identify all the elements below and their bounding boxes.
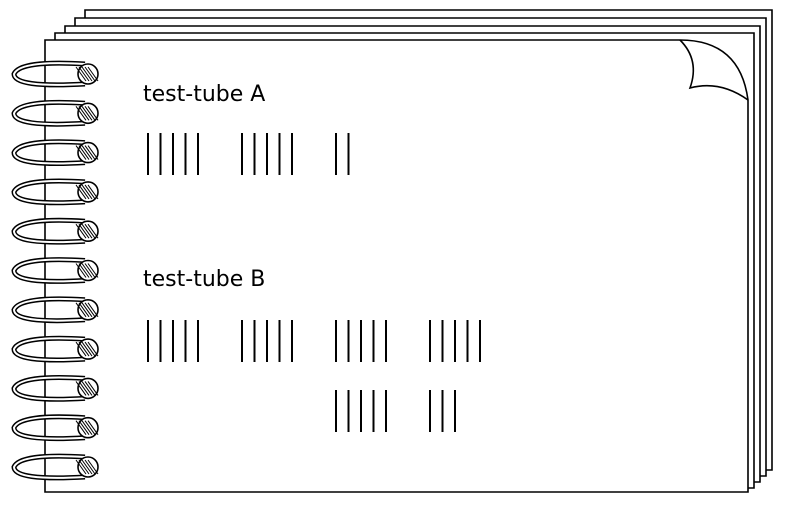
spiral-hatch bbox=[81, 302, 93, 318]
spiral-hatch bbox=[87, 341, 99, 357]
spiral-hatch bbox=[75, 420, 87, 435]
spiral-hatch bbox=[78, 381, 90, 396]
spiral-hatch bbox=[78, 420, 90, 435]
tally-group bbox=[241, 320, 293, 362]
tally-group bbox=[429, 390, 456, 432]
spiral-hatch bbox=[84, 145, 96, 160]
spiral-hatch bbox=[81, 106, 93, 121]
spiral-hatch bbox=[84, 420, 96, 435]
spiral-hatch bbox=[87, 302, 99, 318]
spiral-hatch bbox=[84, 66, 96, 82]
spiral-ring bbox=[12, 101, 86, 126]
tally-group bbox=[335, 133, 350, 175]
spiral-hatch bbox=[78, 66, 90, 82]
spiral-hatch bbox=[87, 263, 99, 278]
spiral-ring bbox=[12, 337, 86, 361]
spiral-hatch bbox=[84, 263, 96, 278]
spiral-binding bbox=[11, 60, 99, 481]
spiral-hatch bbox=[78, 341, 90, 357]
spiral-hatch bbox=[87, 184, 99, 200]
spiral-hatch bbox=[87, 223, 99, 239]
spiral-hatch bbox=[75, 459, 87, 475]
spiral-hatch bbox=[78, 263, 90, 278]
tally-group bbox=[429, 320, 481, 362]
page-curl bbox=[679, 39, 749, 101]
tally-group bbox=[241, 133, 293, 175]
spiral-ring bbox=[12, 258, 86, 283]
spiral-ring bbox=[12, 376, 86, 401]
tally-group bbox=[335, 390, 387, 432]
spiral-hatch bbox=[75, 341, 87, 357]
spiral-hatch bbox=[84, 106, 96, 121]
spiral-hatch bbox=[75, 184, 87, 200]
spiral-hatch bbox=[87, 381, 99, 396]
spiral-hatch bbox=[81, 381, 93, 396]
spiral-hatch bbox=[75, 66, 87, 82]
page-stack bbox=[44, 9, 773, 493]
tally-group bbox=[335, 320, 387, 362]
spiral-ring bbox=[12, 455, 86, 479]
spiral-hatch bbox=[75, 302, 87, 318]
spiral-ring bbox=[12, 219, 86, 244]
tally-group bbox=[147, 133, 199, 175]
spiral-hatch bbox=[84, 302, 96, 318]
spiral-hatch bbox=[84, 341, 96, 357]
spiral-hatch bbox=[75, 263, 87, 278]
spiral-hatch bbox=[81, 223, 93, 239]
spiral-hatch bbox=[81, 341, 93, 357]
front-page bbox=[44, 39, 749, 493]
spiral-hatch bbox=[81, 420, 93, 435]
spiral-hatch bbox=[78, 145, 90, 160]
tally-group bbox=[147, 320, 199, 362]
spiral-hatch bbox=[81, 459, 93, 475]
notes: test-tube A test-tube B bbox=[143, 82, 481, 432]
spiral-hatch bbox=[84, 381, 96, 396]
spiral-ring bbox=[12, 62, 86, 86]
spiral-hatch bbox=[87, 459, 99, 475]
spiral-hatch bbox=[75, 381, 87, 396]
entry-label: test-tube B bbox=[143, 267, 265, 292]
spiral-ring bbox=[12, 297, 86, 322]
spiral-hatch bbox=[78, 459, 90, 475]
spiral-hatch bbox=[84, 223, 96, 239]
spiral-hatch bbox=[78, 223, 90, 239]
spiral-hatch bbox=[78, 184, 90, 200]
entry-label: test-tube A bbox=[143, 82, 265, 107]
spiral-hatch bbox=[87, 420, 99, 435]
spiral-ring bbox=[12, 415, 86, 440]
spiral-hatch bbox=[81, 263, 93, 278]
spiral-hatch bbox=[87, 145, 99, 160]
spiral-ring bbox=[12, 180, 86, 204]
spiral-hatch bbox=[87, 106, 99, 121]
spiral-hatch bbox=[78, 106, 90, 121]
spiral-hatch bbox=[81, 184, 93, 200]
spiral-hatch bbox=[84, 184, 96, 200]
spiral-hatch bbox=[81, 145, 93, 160]
spiral-hatch bbox=[75, 106, 87, 121]
spiral-hatch bbox=[84, 459, 96, 475]
spiral-hatch bbox=[75, 145, 87, 160]
spiral-ring bbox=[12, 140, 86, 165]
spiral-hatch bbox=[75, 223, 87, 239]
spiral-hatch bbox=[81, 66, 93, 82]
spiral-hatch bbox=[87, 66, 99, 82]
spiral-hatch bbox=[78, 302, 90, 318]
